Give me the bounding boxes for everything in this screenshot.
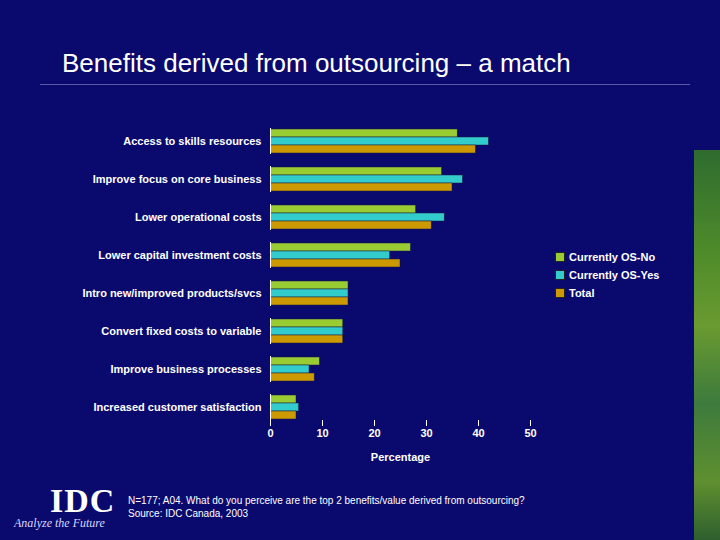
svg-text:50: 50	[524, 427, 536, 439]
svg-text:Percentage: Percentage	[371, 451, 430, 463]
html-text:Total: Total	[569, 287, 595, 299]
html-text:N=177; A04. What do you percei: N=177; A04. What do you perceive are the…	[128, 495, 525, 506]
svg-text:30: 30	[420, 427, 432, 439]
svg-text:20: 20	[368, 427, 380, 439]
svg-text:Convert fixed costs to variabl: Convert fixed costs to variable	[101, 325, 261, 337]
html-text:IDC: IDC	[50, 482, 116, 519]
html-text:Analyze the Future: Analyze the Future	[14, 516, 105, 530]
svg-text:Improve business processes: Improve business processes	[110, 363, 261, 375]
html-text:Currently OS-Yes: Currently OS-Yes	[569, 269, 660, 281]
svg-text:10: 10	[316, 427, 328, 439]
svg-text:Improve focus on core business: Improve focus on core business	[93, 173, 262, 185]
html-text:Benefits derived from outsourc: Benefits derived from outsourcing – a ma…	[62, 48, 571, 78]
svg-text:Increased customer satisfactio: Increased customer satisfaction	[93, 401, 261, 413]
html-text:Currently OS-No: Currently OS-No	[569, 251, 656, 263]
svg-text:Lower operational costs: Lower operational costs	[135, 211, 262, 223]
svg-text:Intro new/improved products/sv: Intro new/improved products/svcs	[82, 287, 261, 299]
svg-text:Lower capital investment costs: Lower capital investment costs	[98, 249, 261, 261]
svg-text:40: 40	[472, 427, 484, 439]
svg-text:Access to skills resources: Access to skills resources	[123, 135, 261, 147]
html-text:Source: IDC Canada, 2003: Source: IDC Canada, 2003	[128, 508, 249, 519]
svg-text:0: 0	[267, 427, 273, 439]
